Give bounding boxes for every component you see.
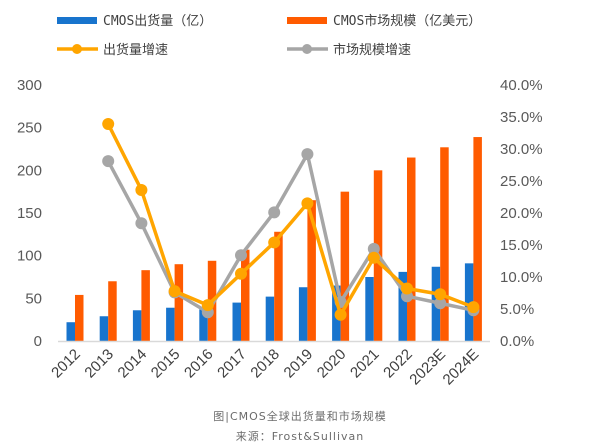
line-point xyxy=(201,299,214,312)
bar xyxy=(307,200,316,341)
line-point xyxy=(434,297,447,310)
left-tick-label: 100 xyxy=(17,248,42,265)
x-tick-label: 2018 xyxy=(247,346,283,382)
bar xyxy=(340,191,350,341)
line-point xyxy=(334,308,347,321)
line-point xyxy=(434,288,447,301)
right-tick-label: 10.0% xyxy=(500,269,543,286)
left-tick-label: 0 xyxy=(34,333,42,350)
right-tick-label: 5.0% xyxy=(500,301,534,318)
right-tick-label: 40.0% xyxy=(500,77,543,94)
line-point xyxy=(467,301,480,314)
lines xyxy=(102,118,480,321)
x-tick-label: 2023E xyxy=(406,346,449,389)
line-point xyxy=(301,148,314,161)
line-point xyxy=(135,183,148,196)
figure-source: 来源：Frost&Sullivan xyxy=(235,430,365,443)
right-tick-label: 35.0% xyxy=(500,109,543,126)
legend-label: CMOS市场规模（亿美元） xyxy=(333,13,481,29)
bar xyxy=(440,147,449,341)
legend-swatch xyxy=(287,17,327,24)
x-tick-label: 2017 xyxy=(214,346,250,382)
legend-marker xyxy=(72,44,82,54)
left-tick-label: 300 xyxy=(17,77,42,94)
bar xyxy=(265,296,275,341)
legend-marker xyxy=(302,44,312,54)
bar xyxy=(75,294,84,341)
legend-label: 市场规模增速 xyxy=(333,42,411,58)
line-point xyxy=(367,242,380,255)
line-point xyxy=(235,249,247,262)
legend-label: 出货量增速 xyxy=(103,42,168,58)
bar xyxy=(398,271,407,341)
line-point xyxy=(367,251,380,264)
right-axis: 0.0% 5.0% 10.0% 15.0% 20.0% 25.0% 30.0% 35.0% 40… xyxy=(500,77,543,350)
line-point xyxy=(235,267,247,280)
bar xyxy=(99,316,109,341)
bars xyxy=(66,137,482,341)
left-axis: 0 50 100 150 200 250 300 xyxy=(17,77,42,350)
x-tick-label: 2024E xyxy=(440,346,483,389)
line-point xyxy=(168,285,181,298)
line-point xyxy=(401,282,413,295)
series-line xyxy=(106,152,474,314)
x-axis: 2012201320142015201620172018201920202021… xyxy=(48,346,482,389)
bar xyxy=(108,281,117,341)
legend-item: CMOS出货量（亿） xyxy=(57,13,212,29)
right-tick-label: 15.0% xyxy=(500,237,543,254)
series-line xyxy=(106,123,475,317)
right-tick-label: 20.0% xyxy=(500,205,543,222)
line-point xyxy=(301,197,314,210)
x-tick-label: 2015 xyxy=(148,346,184,382)
left-tick-label: 150 xyxy=(17,205,42,222)
bar xyxy=(132,310,142,341)
left-tick-label: 250 xyxy=(17,120,42,137)
legend-swatch xyxy=(57,17,97,24)
x-tick-label: 2020 xyxy=(314,346,350,382)
legend: CMOS出货量（亿） CMOS市场规模（亿美元） 出货量增速 市场规模增速 xyxy=(57,13,481,58)
bar xyxy=(407,157,416,341)
bar xyxy=(274,231,283,341)
line-point xyxy=(135,217,148,230)
x-tick-label: 2021 xyxy=(347,346,383,382)
bar xyxy=(174,264,184,341)
legend-item: CMOS市场规模（亿美元） xyxy=(287,13,481,29)
right-tick-label: 30.0% xyxy=(500,141,543,158)
line-point xyxy=(102,155,115,168)
bar xyxy=(166,307,175,341)
bar xyxy=(365,277,374,341)
legend-label: CMOS出货量（亿） xyxy=(103,13,212,29)
right-tick-label: 25.0% xyxy=(500,173,543,190)
line-point xyxy=(268,236,281,249)
figure-caption: 图|CMOS全球出货量和市场规模 xyxy=(213,410,387,423)
bar xyxy=(473,137,482,341)
bar xyxy=(464,263,474,341)
right-tick-label: 0.0% xyxy=(500,333,534,350)
line-point xyxy=(268,206,281,219)
x-tick-label: 2014 xyxy=(115,346,151,382)
bar xyxy=(141,270,150,341)
bar xyxy=(241,249,250,341)
left-tick-label: 50 xyxy=(25,290,42,307)
x-tick-label: 2013 xyxy=(81,346,117,382)
x-tick-label: 2019 xyxy=(281,346,317,382)
x-tick-label: 2016 xyxy=(181,346,217,382)
bar xyxy=(232,302,241,341)
x-tick-label: 2012 xyxy=(48,346,84,382)
line-point xyxy=(102,118,115,131)
bar xyxy=(199,309,208,341)
legend-item: 市场规模增速 xyxy=(287,42,411,58)
legend-item: 出货量增速 xyxy=(57,42,168,58)
left-tick-label: 200 xyxy=(17,162,42,179)
bar xyxy=(66,322,75,341)
bar xyxy=(298,287,308,341)
